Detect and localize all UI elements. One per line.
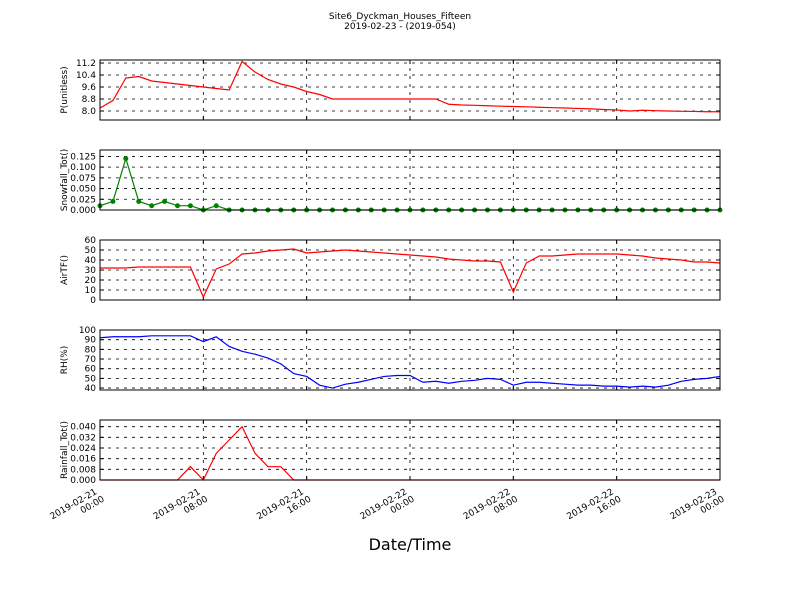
y-tick-label: 70: [85, 355, 97, 365]
marker: [136, 198, 142, 204]
marker: [162, 198, 168, 204]
plot-frame: [99, 239, 721, 301]
y-tick-label: 30: [85, 266, 97, 276]
y-tick-label: 90: [85, 336, 97, 346]
y-tick-label: 0.040: [70, 423, 96, 433]
y-tick-label: 60: [85, 365, 97, 375]
y-tick-label: 50: [85, 246, 97, 256]
y-axis-label: Rainfall_Tot(): [60, 421, 70, 479]
x-axis-label: Date/Time: [369, 535, 452, 554]
y-tick-label: 10: [85, 286, 97, 296]
y-tick-label: 0.024: [70, 444, 96, 454]
y-tick-label: 0.050: [70, 185, 96, 195]
y-tick-label: 40: [85, 384, 97, 394]
y-axis-label: AirTF(): [60, 255, 70, 285]
plot-frame: [99, 59, 721, 121]
y-tick-label: 10.4: [76, 71, 96, 81]
marker: [110, 198, 116, 204]
y-tick-label: 9.6: [82, 83, 97, 93]
y-tick-label: 8.8: [82, 95, 97, 105]
marker: [123, 156, 129, 162]
plot-frame: [99, 329, 721, 391]
marker: [187, 203, 193, 209]
y-tick-label: 0.100: [70, 163, 96, 173]
y-tick-label: 40: [85, 256, 97, 266]
y-tick-label: 8.0: [82, 107, 97, 117]
marker: [175, 203, 180, 209]
y-tick-label: 0.000: [70, 476, 96, 486]
y-tick-label: 0.075: [70, 174, 96, 184]
y-tick-label: 80: [85, 345, 97, 355]
y-tick-label: 0: [90, 296, 96, 306]
chart-subtitle: 2019-02-23 - (2019-054): [344, 22, 456, 32]
y-tick-label: 0.016: [70, 455, 96, 465]
y-tick-label: 0.025: [70, 195, 96, 205]
series-line: [99, 60, 720, 113]
marker: [213, 203, 219, 209]
y-axis-label: P(unitless): [60, 66, 70, 113]
y-tick-label: 0.032: [70, 433, 96, 443]
y-tick-label: 0.000: [70, 206, 96, 216]
y-tick-label: 20: [85, 276, 97, 286]
plot-frame: [99, 149, 721, 211]
y-axis-label: RH(%): [60, 346, 70, 375]
y-tick-label: 60: [85, 236, 97, 246]
y-tick-label: 11.2: [76, 59, 96, 69]
y-axis-label: Snowfall_Tot(): [60, 149, 70, 212]
series-line: [100, 248, 721, 299]
y-tick-label: 100: [79, 326, 96, 336]
series-line: [99, 335, 721, 389]
y-tick-label: 0.125: [70, 152, 96, 162]
chart-title: Site6_Dyckman_Houses_Fifteen: [329, 12, 471, 22]
plot-frame: [99, 419, 721, 481]
marker: [149, 203, 155, 209]
y-tick-label: 0.008: [70, 465, 96, 475]
y-tick-label: 50: [85, 374, 97, 384]
